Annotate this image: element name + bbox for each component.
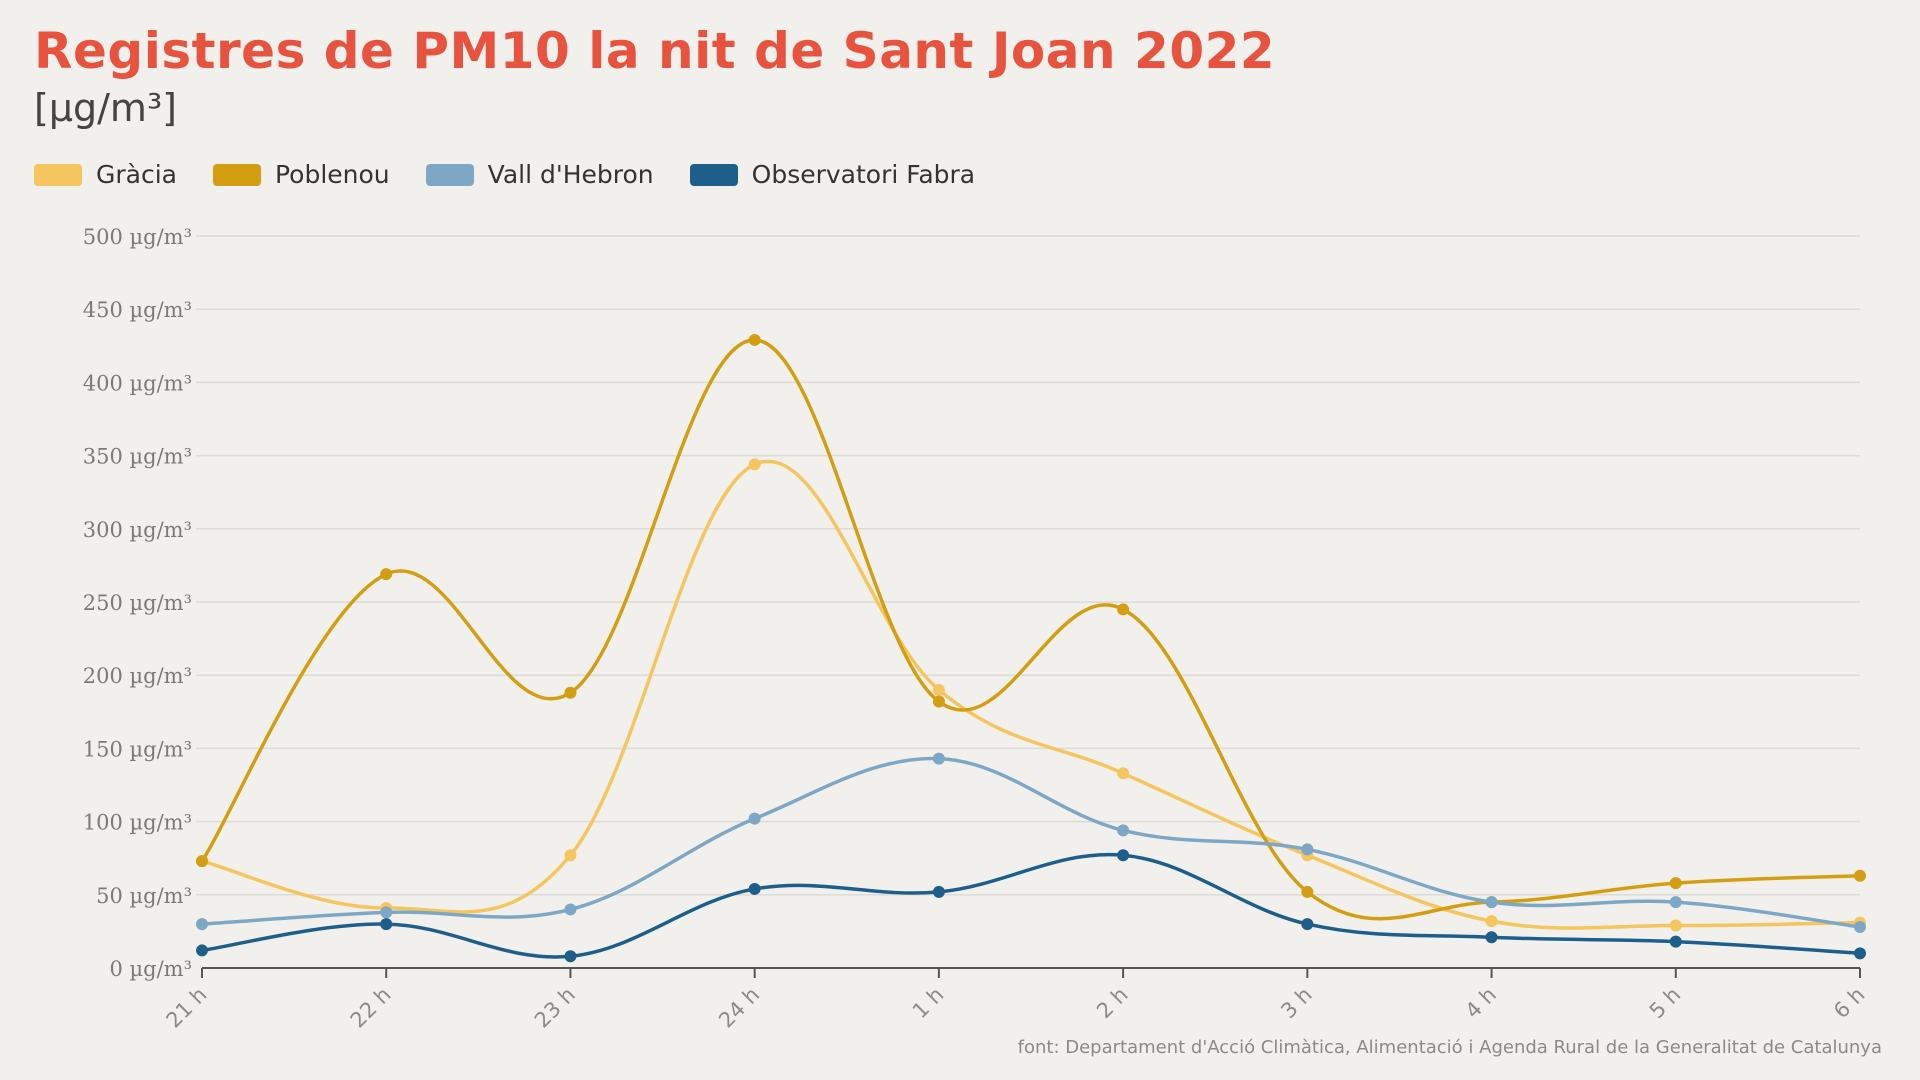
- x-tick-label: 3 h: [1276, 983, 1317, 1024]
- data-point: [196, 855, 208, 868]
- y-tick-label: 450 µg/m³: [83, 298, 192, 322]
- chart-title: Registres de PM10 la nit de Sant Joan 20…: [34, 22, 1276, 80]
- data-point: [748, 882, 761, 895]
- x-tick-label: 6 h: [1829, 983, 1870, 1024]
- data-point: [1854, 947, 1866, 960]
- data-point: [380, 568, 393, 581]
- data-point: [1485, 931, 1498, 944]
- legend-item: Vall d'Hebron: [425, 160, 654, 189]
- data-point: [196, 918, 208, 931]
- data-point: [1117, 849, 1130, 862]
- data-point: [932, 752, 945, 765]
- data-point: [1485, 896, 1498, 909]
- y-tick-label: 0 µg/m³: [109, 957, 192, 981]
- chart-unit: [μg/m³]: [34, 86, 178, 130]
- data-point: [380, 906, 393, 919]
- y-tick-label: 400 µg/m³: [83, 371, 192, 395]
- data-point: [564, 903, 577, 916]
- data-point: [1669, 935, 1682, 948]
- data-point: [564, 849, 577, 862]
- data-point: [932, 695, 945, 708]
- data-point: [1669, 877, 1682, 890]
- x-tick-label: 5 h: [1645, 983, 1686, 1024]
- data-point: [1485, 915, 1498, 928]
- data-point: [1854, 921, 1866, 934]
- series-line: [200, 338, 1861, 921]
- legend-swatch: [689, 163, 738, 186]
- data-point: [1854, 869, 1866, 882]
- data-point: [1669, 896, 1682, 909]
- data-point: [196, 944, 208, 957]
- x-tick-label: 22 h: [346, 983, 396, 1033]
- data-point: [1117, 824, 1130, 837]
- x-tick-label: 4 h: [1461, 983, 1502, 1024]
- legend-label: Vall d'Hebron: [487, 160, 654, 189]
- y-tick-label: 200 µg/m³: [83, 664, 192, 688]
- series-observatori-fabra: [196, 849, 1866, 963]
- data-point: [748, 333, 761, 346]
- series-vall-d-hebron: [196, 752, 1866, 934]
- series-line: [201, 852, 1861, 959]
- y-tick-label: 50 µg/m³: [96, 884, 192, 908]
- legend-item: Gràcia: [34, 160, 177, 189]
- legend-swatch: [34, 163, 82, 186]
- data-point: [380, 918, 393, 931]
- series-line: [201, 756, 1861, 929]
- data-point: [748, 458, 761, 471]
- data-point: [564, 686, 577, 699]
- data-point: [1117, 767, 1130, 780]
- legend-item: Observatori Fabra: [689, 160, 976, 189]
- x-tick-label: 1 h: [908, 983, 949, 1024]
- legend-label: Poblenou: [274, 160, 390, 189]
- legend-swatch: [425, 163, 474, 186]
- y-tick-label: 500 µg/m³: [83, 225, 192, 249]
- data-point: [1301, 918, 1314, 931]
- x-tick-label: 2 h: [1092, 983, 1133, 1024]
- y-tick-label: 250 µg/m³: [83, 591, 192, 615]
- legend-swatch: [212, 163, 261, 186]
- y-tick-label: 300 µg/m³: [83, 518, 192, 542]
- x-tick-label: 21 h: [162, 983, 212, 1033]
- data-point: [1669, 919, 1682, 932]
- data-point: [932, 885, 945, 898]
- gridlines: [196, 235, 1860, 896]
- data-point: [1301, 885, 1314, 898]
- data-point: [932, 683, 945, 696]
- legend-label: Gràcia: [96, 160, 177, 189]
- data-point: [1117, 603, 1130, 616]
- data-point: [564, 950, 577, 963]
- x-tick-label: 23 h: [530, 983, 580, 1033]
- series-line: [201, 459, 1861, 930]
- y-tick-label: 150 µg/m³: [83, 737, 192, 761]
- source-note: font: Departament d'Acció Climàtica, Ali…: [1017, 1037, 1882, 1058]
- legend-label: Observatori Fabra: [751, 160, 976, 189]
- data-point: [748, 812, 761, 825]
- legend-item: Poblenou: [212, 160, 390, 189]
- x-tick-label: 24 h: [714, 983, 764, 1033]
- series-poblenou: [196, 333, 1866, 921]
- legend: Gràcia Poblenou Vall d'Hebron Observatori F…: [34, 160, 1011, 189]
- y-tick-label: 350 µg/m³: [83, 445, 192, 469]
- data-point: [1301, 843, 1314, 856]
- y-tick-label: 100 µg/m³: [83, 811, 192, 835]
